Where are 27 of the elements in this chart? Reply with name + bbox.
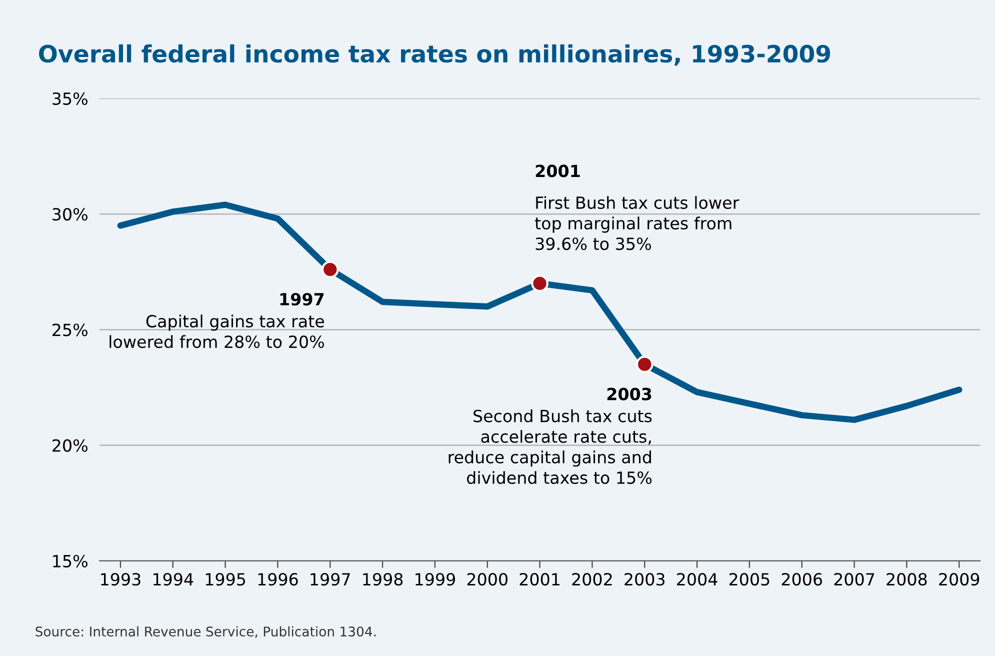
x-tick-label: 1993 [101,572,140,586]
x-tick-label: 1999 [416,572,455,586]
x-tick-label: 2008 [886,572,927,586]
annotation: 2003 Second Bush tax cuts accelerate rate cuts, reduce capital gains and dividend taxes to 15% [448,388,652,484]
x-tick-label: 1995 [206,572,246,586]
x-tick-label: 2006 [782,572,822,586]
x-tick-label: 2007 [834,572,874,586]
y-tick-label: 35% [52,92,88,105]
x-tick-label: 2003 [624,572,664,586]
x-tick-label: 2001 [520,572,560,586]
y-tick-label: 20% [52,439,88,452]
y-tick-label: 30% [52,208,88,221]
x-tick-label: 1997 [310,572,350,586]
annotation: 1997 Capital gains tax rate lowered from 28% to 20% [110,292,324,348]
x-tick-label: 2000 [467,572,508,586]
chart-title: Overall federal income tax rates on millionaires, 1993-2009 [39,44,830,66]
x-tick-label: 1996 [258,572,298,586]
y-tick-label: 15% [53,554,88,568]
annotation: 2001 First Bush tax cuts lower top marginal rates from 39.6% to 35% [534,164,740,250]
x-tick-label: 1994 [154,572,194,586]
source-note: Source: Internal Revenue Service, Publication 1304. [36,626,376,638]
y-tick-label: 25% [52,324,88,336]
x-tick-label: 2009 [939,572,980,586]
x-tick-label: 2005 [729,572,770,586]
x-tick-label: 2004 [677,572,718,586]
x-tick-label: 1998 [363,572,403,586]
x-tick-label: 2002 [572,572,612,586]
